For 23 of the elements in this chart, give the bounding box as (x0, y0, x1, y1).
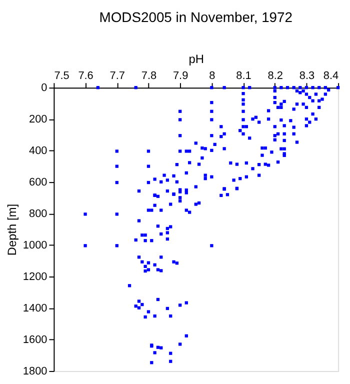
x-tick-label: 7.6 (78, 70, 94, 82)
y-tick-label: 1000 (22, 240, 48, 252)
x-tick-label: 8.1 (236, 70, 252, 82)
x-tick-label: 7.8 (141, 70, 157, 82)
y-tick-label: 1400 (22, 302, 48, 314)
y-tick-label: 400 (28, 145, 48, 158)
y-tick-label: 1800 (22, 365, 48, 378)
y-tick-label: 800 (28, 208, 48, 220)
y-tick-label: 1600 (22, 334, 48, 346)
y-tick-label: 1200 (22, 270, 48, 283)
y-axis-title: Depth [m] (4, 204, 19, 256)
x-axis-title: pH (188, 52, 204, 66)
x-tick-label: 8 (209, 70, 216, 82)
y-tick-label: 200 (28, 114, 48, 126)
y-tick-label: 600 (28, 176, 48, 189)
x-tick-label: 8.2 (268, 70, 283, 82)
x-tick-label: 7.7 (110, 70, 125, 82)
chart-title: MODS2005 in November, 1972 (99, 8, 293, 25)
x-tick-label: 8.4 (323, 70, 339, 82)
y-tick-label: 0 (41, 82, 48, 94)
x-tick-label: 7.5 (54, 70, 70, 82)
x-tick-label: 8.3 (299, 70, 315, 82)
x-tick-label: 7.9 (172, 70, 188, 82)
